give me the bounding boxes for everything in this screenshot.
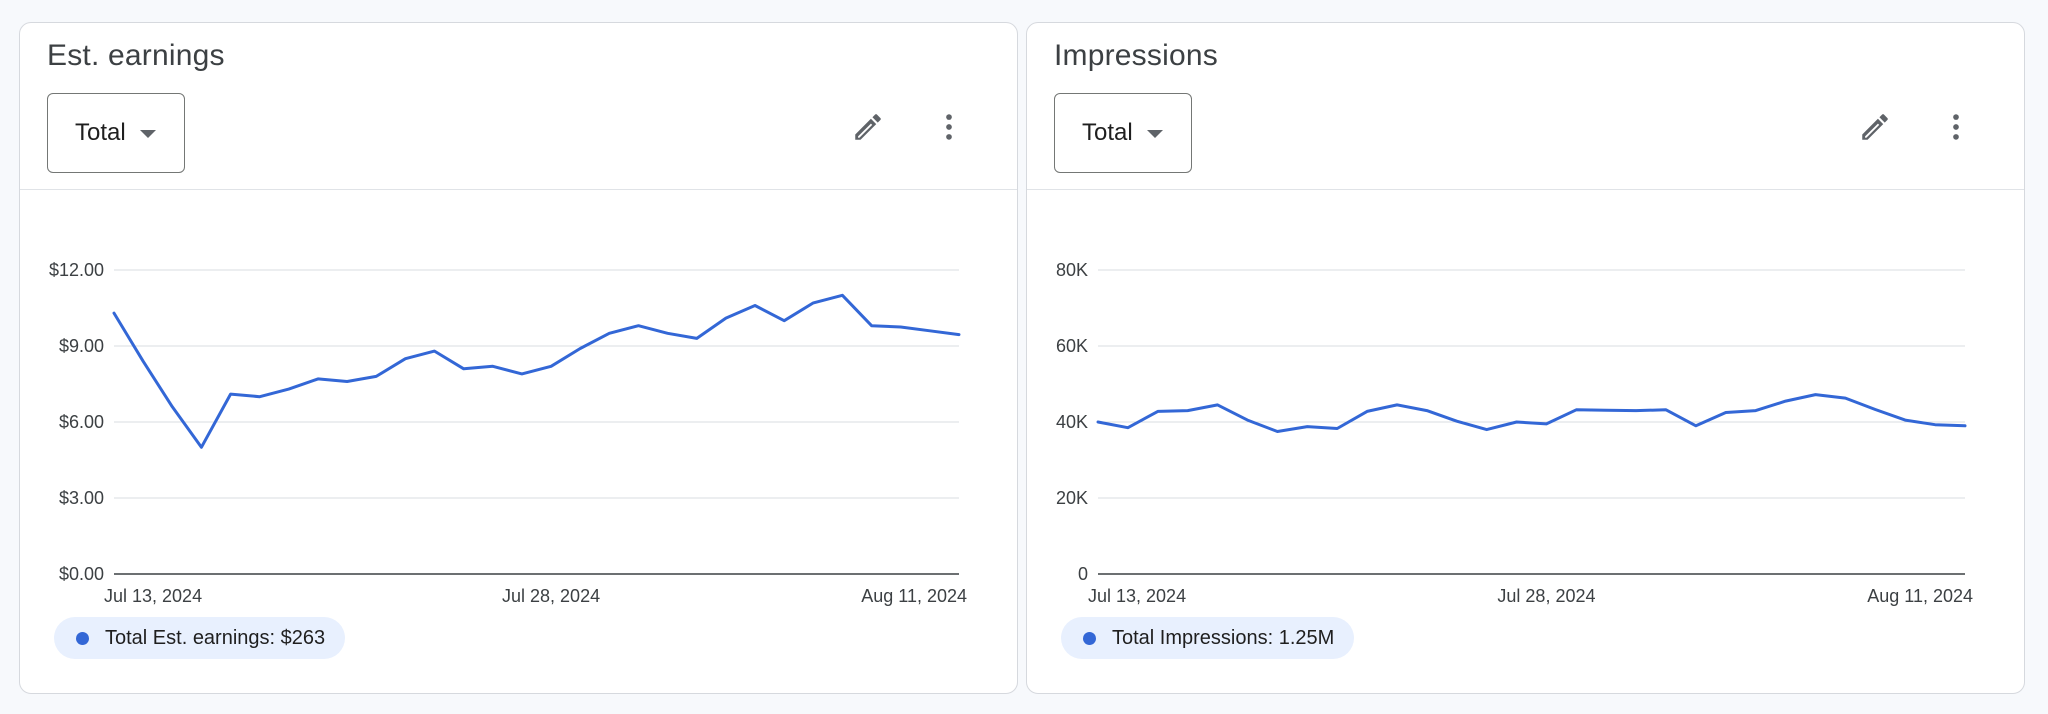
card-title: Est. earnings	[47, 39, 225, 72]
earnings-card: Est. earnings Total $0.00 $3.00 $6.00 $9.00…	[19, 22, 1018, 694]
x-tick-label: Jul 13, 2024	[1088, 586, 1186, 606]
series-line	[112, 293, 961, 449]
legend-chip[interactable]: Total Impressions: 1.25M	[1061, 617, 1355, 659]
legend-label: Total Impressions: 1.25M	[1112, 626, 1335, 649]
y-tick-label: $6.00	[59, 412, 104, 432]
earnings-chart: $0.00 $3.00 $6.00 $9.00 $12.00 Jul 13, 2024 Ju…	[20, 190, 1017, 610]
series-dot	[1083, 631, 1096, 645]
impressions-chart: 0 20K 40K 60K 80K Jul 13, 2024 Jul 28, 2024 Aug…	[1027, 190, 2024, 610]
y-tick-label: $12.00	[49, 260, 104, 280]
pencil-icon	[1862, 114, 1888, 140]
y-tick-label: 40K	[1056, 412, 1088, 432]
card-header: Est. earnings Total	[20, 23, 1017, 190]
card-title: Impressions	[1054, 39, 1218, 72]
x-tick-label: Aug 11, 2024	[861, 586, 967, 606]
more-vert-icon	[946, 114, 952, 140]
card-header: Impressions Total	[1027, 23, 2024, 190]
x-tick-label: Aug 11, 2024	[1867, 586, 1973, 606]
edit-button[interactable]	[1851, 103, 1899, 151]
dropdown-value: Total	[75, 119, 126, 146]
pencil-icon	[855, 114, 881, 140]
y-tick-label: $0.00	[59, 564, 104, 584]
edit-button[interactable]	[844, 103, 892, 151]
legend-label: Total Est. earnings: $263	[105, 626, 326, 649]
y-tick-label: $3.00	[59, 488, 104, 508]
more-options-button[interactable]	[1932, 103, 1980, 151]
y-tick-label: 80K	[1056, 260, 1088, 280]
caret-down-icon	[1146, 130, 1163, 138]
impressions-card: Impressions Total 0 20K 40K 60K 80K Jul 13, 2…	[1026, 22, 2025, 694]
x-tick-label: Jul 13, 2024	[104, 586, 202, 606]
impressions-line-chart: 0 20K 40K 60K 80K Jul 13, 2024 Jul 28, 2024 Aug…	[1056, 260, 1973, 606]
series-line	[1096, 393, 1967, 433]
x-tick-label: Jul 28, 2024	[1497, 586, 1595, 606]
legend-chip[interactable]: Total Est. earnings: $263	[54, 617, 346, 659]
dropdown-value: Total	[1082, 119, 1133, 146]
x-tick-label: Jul 28, 2024	[502, 586, 600, 606]
caret-down-icon	[139, 130, 156, 138]
y-tick-label: 20K	[1056, 488, 1088, 508]
y-tick-label: 60K	[1056, 336, 1088, 356]
y-tick-label: 0	[1078, 564, 1088, 584]
earnings-line-chart: $0.00 $3.00 $6.00 $9.00 $12.00 Jul 13, 2024 Ju…	[49, 260, 967, 606]
more-options-button[interactable]	[925, 103, 973, 151]
metric-dropdown[interactable]: Total	[1054, 93, 1192, 173]
metric-dropdown[interactable]: Total	[47, 93, 185, 173]
more-vert-icon	[1953, 114, 1959, 140]
y-tick-label: $9.00	[59, 336, 104, 356]
series-dot	[76, 631, 89, 645]
